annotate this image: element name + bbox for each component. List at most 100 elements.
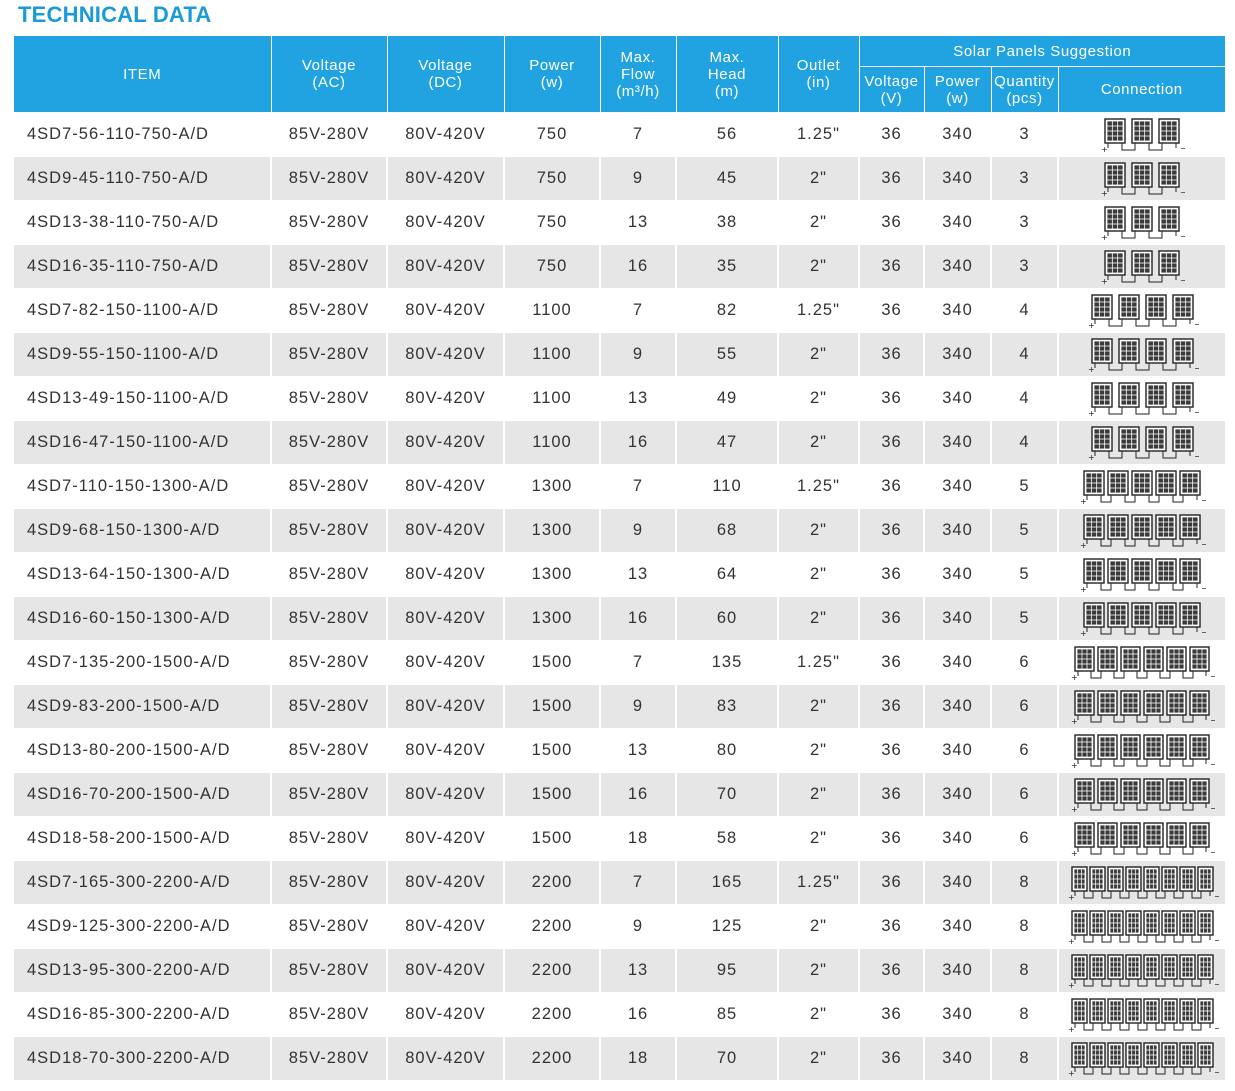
series-wire — [1108, 323, 1122, 326]
solar-panel-icon — [1143, 777, 1164, 808]
series-wire — [1136, 807, 1148, 810]
table-row: 4SD7-56-110-750-A/D 85V-280V 80V-420V 750 7 5… — [14, 112, 1226, 157]
series-wire — [1135, 367, 1149, 370]
cell-item: 4SD7-165-300-2200-A/D — [14, 860, 272, 905]
cell-power: 2200 — [504, 904, 601, 949]
table-row: 4SD13-49-150-1100-A/D 85V-280V 80V-420V 110… — [14, 376, 1226, 421]
cell-power: 750 — [504, 112, 601, 157]
cell-connection: + − — [1058, 816, 1226, 861]
series-wire — [1108, 367, 1122, 370]
series-wire — [1135, 411, 1149, 414]
cell-voltage-ac: 85V-280V — [271, 420, 388, 465]
cell-max-head: 64 — [676, 552, 779, 597]
cell-panel-power: 340 — [924, 552, 992, 597]
cell-panel-power: 340 — [924, 860, 992, 905]
series-wire — [1159, 763, 1171, 766]
cell-power: 2200 — [504, 948, 601, 993]
cell-panel-voltage: 36 — [859, 684, 925, 729]
cell-item: 4SD16-47-150-1100-A/D — [14, 420, 272, 465]
positive-terminal-icon: + — [1071, 849, 1079, 856]
cell-voltage-dc: 80V-420V — [387, 288, 505, 333]
solar-panel-connection-diagram: + − — [1088, 293, 1199, 328]
cell-panel-power: 340 — [924, 948, 992, 993]
cell-voltage-ac: 85V-280V — [271, 772, 388, 817]
solar-panel-icon — [1124, 953, 1142, 984]
cell-item: 4SD9-125-300-2200-A/D — [14, 904, 272, 949]
series-wire — [1172, 543, 1184, 546]
solar-panel-icon — [1104, 161, 1126, 192]
positive-terminal-icon: + — [1071, 717, 1079, 724]
solar-panel-icon — [1131, 205, 1153, 236]
negative-terminal-icon: − — [1194, 408, 1199, 416]
positive-terminal-icon: + — [1080, 629, 1088, 636]
series-wire — [1124, 543, 1136, 546]
series-wire — [1124, 587, 1136, 590]
cell-quantity: 6 — [991, 684, 1059, 729]
cell-voltage-ac: 85V-280V — [271, 728, 388, 773]
cell-voltage-dc: 80V-420V — [387, 464, 505, 509]
positive-terminal-icon: + — [1101, 233, 1109, 240]
table-row: 4SD9-125-300-2200-A/D 85V-280V 80V-420V 220… — [14, 904, 1226, 949]
header-panel-quantity: Quantity (pcs) — [991, 66, 1059, 113]
cell-power: 2200 — [504, 860, 601, 905]
series-wire — [1100, 543, 1112, 546]
solar-panel-connection-diagram: + − — [1088, 381, 1199, 416]
negative-terminal-icon: − — [1214, 892, 1219, 900]
table-row: 4SD7-135-200-1500-A/D 85V-280V 80V-420V 150… — [14, 640, 1226, 685]
cell-power: 1500 — [504, 816, 601, 861]
table-row: 4SD13-64-150-1300-A/D 85V-280V 80V-420V 130… — [14, 552, 1226, 597]
cell-max-flow: 13 — [600, 200, 677, 245]
negative-terminal-icon: − — [1201, 496, 1206, 504]
series-wire — [1083, 1071, 1093, 1074]
solar-panel-icon — [1158, 117, 1180, 148]
solar-panel-connection-diagram: + − — [1088, 337, 1199, 372]
solar-panel-icon — [1155, 469, 1177, 500]
cell-max-flow: 16 — [600, 596, 677, 641]
cell-max-flow: 9 — [600, 684, 677, 729]
cell-voltage-dc: 80V-420V — [387, 640, 505, 685]
solar-panel-icon — [1124, 997, 1142, 1028]
positive-terminal-icon: + — [1101, 189, 1109, 196]
cell-quantity: 3 — [991, 156, 1059, 201]
cell-outlet: 2" — [778, 992, 860, 1037]
cell-max-flow: 9 — [600, 904, 677, 949]
cell-max-head: 110 — [676, 464, 779, 509]
series-wire — [1172, 631, 1184, 634]
solar-panel-icon — [1107, 469, 1129, 500]
header-voltage-ac: Voltage (AC) — [271, 36, 388, 113]
cell-max-head: 38 — [676, 200, 779, 245]
cell-panel-voltage: 36 — [859, 552, 925, 597]
cell-max-head: 165 — [676, 860, 779, 905]
cell-panel-power: 340 — [924, 376, 992, 421]
series-wire — [1137, 983, 1147, 986]
series-wire — [1148, 191, 1163, 194]
solar-panel-icon — [1131, 161, 1153, 192]
cell-quantity: 5 — [991, 552, 1059, 597]
cell-max-flow: 9 — [600, 332, 677, 377]
cell-connection: + − — [1058, 464, 1226, 509]
cell-max-flow: 9 — [600, 156, 677, 201]
solar-panel-icon — [1083, 557, 1105, 588]
cell-voltage-ac: 85V-280V — [271, 200, 388, 245]
cell-panel-voltage: 36 — [859, 112, 925, 157]
series-wire — [1155, 939, 1165, 942]
solar-panel-icon — [1142, 1041, 1160, 1072]
header-panel-power: Power (w) — [924, 66, 992, 113]
solar-panel-icon — [1120, 645, 1141, 676]
series-wire — [1148, 631, 1160, 634]
negative-terminal-icon: − — [1194, 364, 1199, 372]
cell-power: 1300 — [504, 596, 601, 641]
solar-panel-icon — [1178, 865, 1196, 896]
cell-connection: + − — [1058, 640, 1226, 685]
solar-panel-icon — [1179, 469, 1201, 500]
cell-power: 1100 — [504, 376, 601, 421]
solar-panel-icon — [1120, 777, 1141, 808]
series-wire — [1159, 851, 1171, 854]
solar-panel-icon — [1097, 821, 1118, 852]
cell-max-head: 45 — [676, 156, 779, 201]
cell-voltage-ac: 85V-280V — [271, 376, 388, 421]
series-wire — [1121, 235, 1136, 238]
cell-item: 4SD13-80-200-1500-A/D — [14, 728, 272, 773]
solar-panel-connection-diagram: + − — [1071, 645, 1215, 680]
cell-voltage-ac: 85V-280V — [271, 1036, 388, 1081]
